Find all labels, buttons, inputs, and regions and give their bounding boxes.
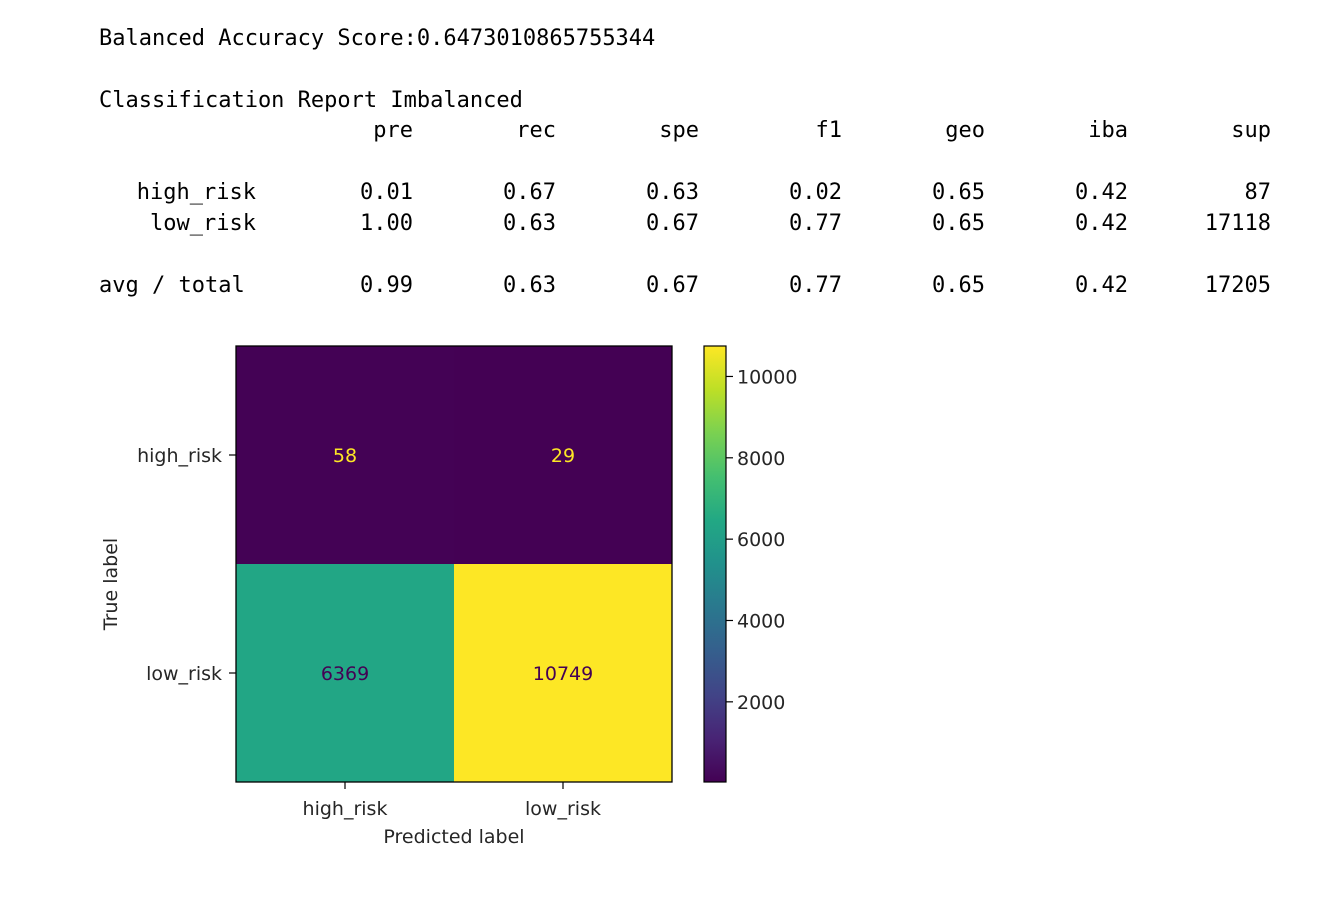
colorbar-tick-label: 8000 xyxy=(737,448,785,470)
y-tick-label: high_risk xyxy=(137,445,222,467)
report-cell: 0.67 xyxy=(503,180,556,205)
y-axis-label: True label xyxy=(100,538,122,631)
x-tick-label: high_risk xyxy=(303,798,388,820)
colorbar xyxy=(703,345,727,783)
report-total-cell: 0.63 xyxy=(503,273,556,298)
report-total-cell: 0.42 xyxy=(1075,273,1128,298)
report-header-pre: pre xyxy=(373,118,413,143)
report-cell: 17118 xyxy=(1204,211,1271,236)
report-header-spe: spe xyxy=(659,118,699,143)
report-cell: 0.63 xyxy=(646,180,699,205)
report-cell: 87 xyxy=(1244,180,1272,205)
heatmap-cell xyxy=(454,346,672,564)
x-axis-label: Predicted label xyxy=(383,826,524,848)
colorbar-tick-label: 4000 xyxy=(737,610,785,632)
report-row-label: low_risk xyxy=(150,211,256,236)
heatmap-cell xyxy=(454,564,672,782)
report-header-f1: f1 xyxy=(815,118,843,143)
heatmap-frame xyxy=(235,345,673,783)
cell-value-label: 10749 xyxy=(533,663,593,685)
report-row-label: high_risk xyxy=(136,180,256,205)
report-header-rec: rec xyxy=(516,118,556,143)
report-title: Classification Report Imbalanced xyxy=(99,88,523,113)
x-tick-label: low_risk xyxy=(525,798,601,820)
report-cell: 0.63 xyxy=(503,211,556,236)
report-total-cell: 0.65 xyxy=(932,273,985,298)
y-tick-label: low_risk xyxy=(146,663,222,685)
cell-value-label: 29 xyxy=(551,445,575,467)
colorbar-tick-label: 2000 xyxy=(737,692,785,714)
colorbar-tick-label: 6000 xyxy=(737,529,785,551)
cell-value-label: 58 xyxy=(333,445,357,467)
report-cell: 0.67 xyxy=(646,211,699,236)
report-header-iba: iba xyxy=(1088,118,1128,143)
report-header-geo: geo xyxy=(945,118,985,143)
heatmap-cell xyxy=(236,346,454,564)
heatmap-cell xyxy=(236,564,454,782)
report-cell: 1.00 xyxy=(360,211,413,236)
colorbar-tick-label: 10000 xyxy=(737,366,797,388)
report-header-sup: sup xyxy=(1231,118,1271,143)
report-total-cell: 17205 xyxy=(1204,273,1271,298)
report-cell: 0.77 xyxy=(789,211,842,236)
report-cell: 0.65 xyxy=(932,180,985,205)
balanced-accuracy-score: Balanced Accuracy Score:0.64730108657553… xyxy=(99,26,656,51)
report-cell: 0.42 xyxy=(1075,180,1128,205)
cell-value-label: 6369 xyxy=(321,663,369,685)
report-total-cell: 0.67 xyxy=(646,273,699,298)
report-cell: 0.01 xyxy=(360,180,413,205)
report-cell: 0.42 xyxy=(1075,211,1128,236)
report-total-cell: 0.77 xyxy=(789,273,842,298)
report-total-label: avg / total xyxy=(99,273,245,298)
report-total-cell: 0.99 xyxy=(360,273,413,298)
report-cell: 0.02 xyxy=(789,180,842,205)
report-cell: 0.65 xyxy=(932,211,985,236)
